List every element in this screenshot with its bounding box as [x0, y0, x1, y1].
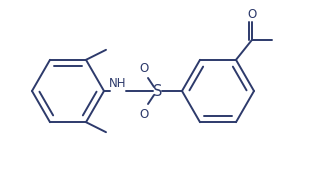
Text: O: O: [139, 108, 149, 121]
Text: O: O: [139, 62, 149, 74]
Text: S: S: [153, 83, 163, 99]
Text: O: O: [247, 8, 257, 21]
Text: NH: NH: [109, 77, 127, 90]
